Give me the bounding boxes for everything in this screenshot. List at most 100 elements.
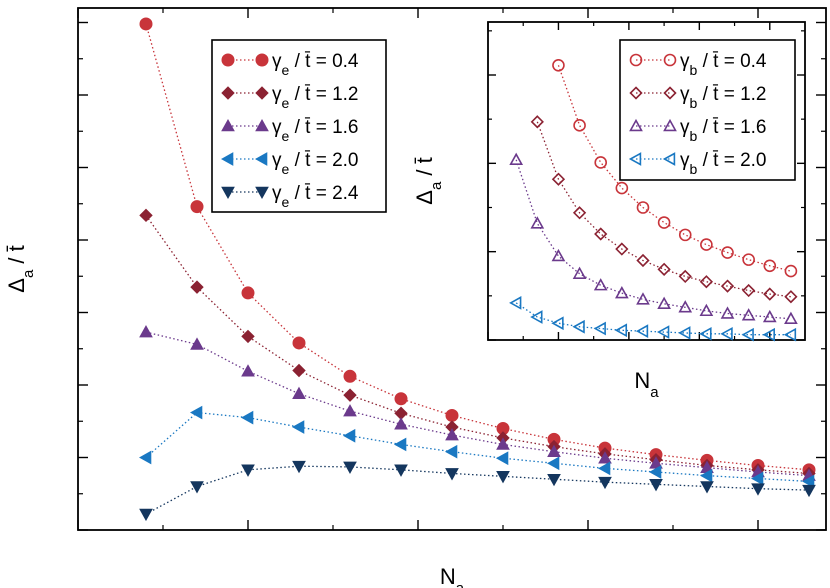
inset-data-point xyxy=(699,303,714,317)
inset-data-point xyxy=(700,238,713,251)
inset-series-3 xyxy=(509,152,798,325)
inset-data-point xyxy=(762,309,777,323)
main-series-line xyxy=(145,331,810,477)
main-series-line xyxy=(145,465,810,515)
main-data-point xyxy=(241,329,255,344)
main-data-point xyxy=(342,428,356,443)
main-data-point xyxy=(240,410,254,425)
inset-data-point xyxy=(635,324,649,339)
main-data-point xyxy=(394,392,408,406)
inset-data-point xyxy=(699,326,712,341)
main-legend-marker xyxy=(255,53,269,67)
main-data-point xyxy=(190,280,204,294)
main-data-point xyxy=(190,200,204,214)
main-data-point xyxy=(343,461,357,474)
inset-legend-marker xyxy=(663,118,677,132)
inset-data-point xyxy=(784,311,798,325)
main-data-point xyxy=(649,479,663,492)
main-legend-label: γe / t̄ = 1.2 xyxy=(272,84,358,111)
main-data-point xyxy=(547,444,561,457)
main-data-point xyxy=(750,471,764,486)
main-legend-marker xyxy=(255,86,269,100)
main-legend-marker xyxy=(255,186,269,200)
main-data-point xyxy=(241,464,255,477)
inset-data-point xyxy=(762,327,775,342)
main-data-point xyxy=(241,364,255,377)
main-data-point xyxy=(394,464,408,477)
main-data-point xyxy=(801,474,815,489)
main-legend-item: γe / t̄ = 1.6 xyxy=(221,117,358,144)
inset-data-point xyxy=(530,115,544,129)
inset-data-point xyxy=(657,296,671,309)
main-data-point xyxy=(189,405,203,420)
inset-y-axis-title: Δa / t̄ xyxy=(412,157,445,205)
main-data-point xyxy=(343,388,357,402)
main-y-axis-title: Δa / t̄ xyxy=(4,245,37,293)
main-data-point xyxy=(139,325,153,338)
inset-data-point xyxy=(742,283,756,298)
main-data-point xyxy=(292,386,306,399)
main-data-point xyxy=(393,437,407,452)
main-data-point xyxy=(444,444,458,459)
main-data-point xyxy=(292,460,306,474)
main-data-point xyxy=(343,369,357,383)
inset-legend-item: γb / t̄ = 2.0 xyxy=(628,150,766,177)
inset-legend-marker xyxy=(663,86,677,100)
inset-legend: γb / t̄ = 0.4 γb / t̄ = 1.2 γb / t̄ = 1.6 γ… xyxy=(619,39,796,181)
main-legend-label: γe / t̄ = 2.4 xyxy=(272,183,359,210)
inset-legend-item: γb / t̄ = 1.2 xyxy=(629,84,766,111)
main-data-point xyxy=(496,471,510,484)
main-legend-item: γe / t̄ = 2.4 xyxy=(221,183,359,210)
main-data-point xyxy=(648,465,662,479)
main-data-point xyxy=(291,420,305,434)
inset-data-point xyxy=(636,292,650,305)
main-data-point xyxy=(495,451,509,466)
main-data-point xyxy=(190,337,204,350)
inset-data-point xyxy=(615,181,629,195)
inset-series-1 xyxy=(552,58,798,278)
main-data-point xyxy=(598,476,612,490)
inset-data-point xyxy=(720,306,735,319)
main-data-point xyxy=(292,336,306,350)
inset-legend-label: γb / t̄ = 2.0 xyxy=(680,150,766,177)
inset-legend-item: γb / t̄ = 1.6 xyxy=(629,117,766,144)
main-data-point xyxy=(699,468,713,483)
inset-data-point xyxy=(530,310,543,324)
inset-data-point xyxy=(551,172,566,186)
main-series-line xyxy=(145,214,810,475)
inset-data-point xyxy=(678,228,692,242)
inset-data-point xyxy=(593,278,608,291)
inset-data-point xyxy=(614,286,629,299)
inset-legend-marker xyxy=(662,152,676,166)
inset-data-point xyxy=(784,264,798,278)
main-data-point xyxy=(546,456,560,471)
main-data-point xyxy=(751,483,765,496)
inset-data-point xyxy=(636,253,650,268)
main-data-point xyxy=(445,408,459,422)
main-legend-label: γe / t̄ = 1.6 xyxy=(272,117,358,144)
inset-data-point xyxy=(573,119,586,132)
inset-data-point xyxy=(699,275,714,289)
main-data-point xyxy=(241,286,255,300)
main-legend-label: γe / t̄ = 0.4 xyxy=(272,51,359,78)
main-legend-marker xyxy=(221,86,235,100)
inset-data-point xyxy=(551,248,566,262)
inset-data-point xyxy=(784,290,798,304)
main-data-point xyxy=(292,363,306,378)
main-legend-marker xyxy=(221,186,235,200)
main-legend-item: γe / t̄ = 0.4 xyxy=(221,51,359,78)
main-data-point xyxy=(802,484,816,498)
inset-legend-label: γb / t̄ = 0.4 xyxy=(680,51,767,78)
inset-data-point xyxy=(572,319,585,334)
inset-legend-marker xyxy=(629,118,643,132)
inset-data-point xyxy=(572,206,587,220)
inset-legend-marker xyxy=(629,53,643,67)
main-data-point xyxy=(547,473,561,487)
inset-data-point xyxy=(594,156,608,169)
inset-data-point xyxy=(509,152,524,165)
main-legend-marker xyxy=(254,152,268,166)
main-data-point xyxy=(139,17,153,31)
main-data-point xyxy=(190,481,204,494)
main-data-point xyxy=(139,208,153,223)
main-data-point xyxy=(700,481,714,494)
